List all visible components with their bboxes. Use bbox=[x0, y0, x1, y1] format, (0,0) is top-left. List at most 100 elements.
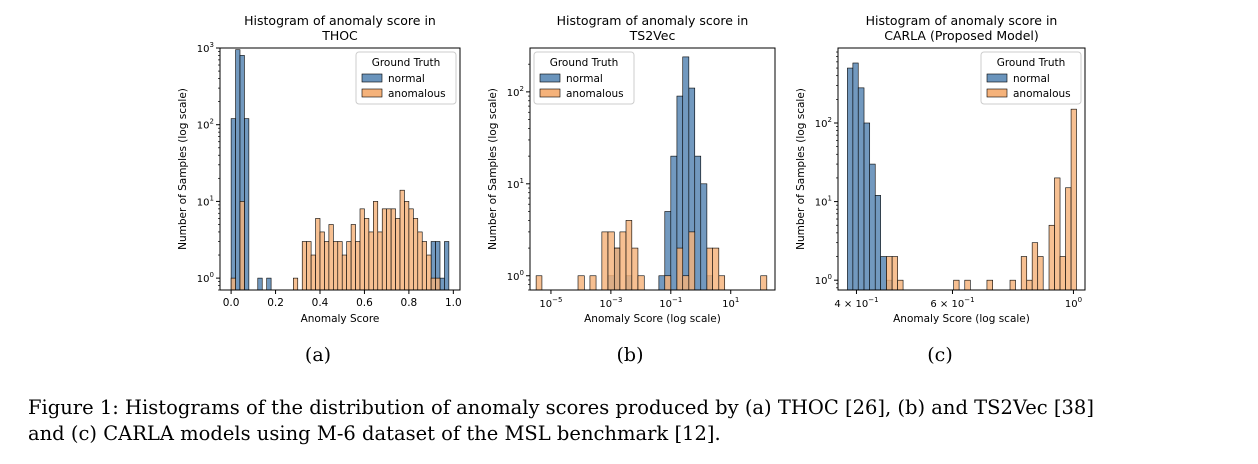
carla-bar-anomalous-5 bbox=[986, 279, 993, 291]
ts2vec-bar-normal-10 bbox=[700, 183, 708, 291]
thoc-bar-normal-9 bbox=[444, 241, 450, 291]
thoc-ytick-label-0: 100 bbox=[197, 271, 214, 285]
ts2vec-bar-anomalous-12 bbox=[682, 275, 690, 291]
carla-bar-anomalous-12 bbox=[1054, 177, 1061, 291]
thoc-axes-frame bbox=[219, 47, 461, 291]
thoc-bar-normal-5 bbox=[266, 277, 272, 291]
thoc-bar-anomalous-21 bbox=[381, 208, 387, 291]
ts2vec-bar-anomalous-13 bbox=[688, 231, 696, 291]
thoc-bar-normal-4 bbox=[257, 277, 263, 291]
ts2vec-legend-label-normal: normal bbox=[566, 73, 603, 85]
ts2vec-title-line-2: TS2Vec bbox=[629, 28, 676, 43]
ts2vec-bar-normal-3 bbox=[658, 275, 666, 291]
carla-xtick-label-2: 100 bbox=[1065, 296, 1082, 310]
thoc-xtick-label-4: 0.8 bbox=[401, 297, 418, 309]
thoc-bar-anomalous-19 bbox=[373, 201, 379, 291]
thoc-bar-anomalous-23 bbox=[390, 208, 396, 291]
thoc-bar-anomalous-17 bbox=[364, 218, 370, 291]
thoc-xtick-label-2: 0.4 bbox=[312, 297, 329, 309]
carla-bar-anomalous-7 bbox=[1020, 256, 1028, 291]
carla-bar-normal-0 bbox=[847, 67, 854, 291]
thoc-bar-anomalous-10 bbox=[333, 241, 339, 291]
thoc-bar-anomalous-11 bbox=[337, 241, 343, 291]
carla-bar-anomalous-11 bbox=[1048, 224, 1055, 291]
ts2vec-bar-anomalous-1 bbox=[577, 275, 585, 291]
thoc-bar-anomalous-31 bbox=[426, 254, 432, 291]
carla-bar-anomalous-10 bbox=[1037, 256, 1044, 291]
ts2vec-bar-anomalous-5 bbox=[613, 247, 621, 291]
ts2vec-xtick-label-0: 10−5 bbox=[539, 296, 562, 310]
ts2vec-ytick-label-0: 100 bbox=[507, 269, 524, 283]
thoc-bar-normal-1 bbox=[235, 49, 241, 291]
carla-bar-anomalous-15 bbox=[1070, 108, 1077, 291]
carla-bar-anomalous-13 bbox=[1059, 256, 1066, 291]
carla-title-line-2: CARLA (Proposed Model) bbox=[884, 28, 1039, 43]
thoc-xlabel: Anomaly Score bbox=[301, 313, 380, 325]
carla-axes-frame bbox=[837, 47, 1086, 291]
carla-bar-normal-2 bbox=[857, 87, 865, 291]
carla-bar-normal-1 bbox=[852, 62, 859, 291]
carla-legend-label-normal: normal bbox=[1013, 73, 1050, 85]
carla-legend-title: Ground Truth bbox=[997, 57, 1066, 69]
subfigure-label-b: (b) bbox=[616, 344, 644, 366]
ts2vec-bar-anomalous-14 bbox=[706, 247, 713, 291]
ts2vec-bar-anomalous-8 bbox=[631, 247, 639, 291]
thoc-bar-anomalous-33 bbox=[435, 277, 441, 291]
thoc-bar-normal-3 bbox=[244, 118, 250, 291]
carla-bar-anomalous-1 bbox=[891, 256, 898, 291]
ts2vec-bar-anomalous-9 bbox=[637, 275, 645, 291]
ts2vec-legend-label-anomalous: anomalous bbox=[566, 88, 624, 100]
subfigure-label-c: (c) bbox=[927, 344, 953, 366]
caption-line-2: and (c) CARLA models using M-6 dataset o… bbox=[28, 422, 721, 445]
thoc-bar-anomalous-12 bbox=[341, 254, 347, 291]
thoc-bar-anomalous-7 bbox=[319, 231, 325, 291]
ts2vec-bar-anomalous-16 bbox=[718, 275, 726, 291]
thoc-ylabel: Number of Samples (log scale) bbox=[177, 88, 189, 250]
thoc-bar-anomalous-24 bbox=[395, 218, 401, 291]
carla-bar-anomalous-9 bbox=[1031, 242, 1039, 291]
carla-ytick-label-2: 102 bbox=[815, 116, 832, 130]
thoc-bar-anomalous-5 bbox=[310, 254, 316, 291]
thoc-ytick-label-3: 103 bbox=[197, 41, 214, 55]
ts2vec-legend-title: Ground Truth bbox=[550, 57, 619, 69]
ts2vec-bar-anomalous-15 bbox=[712, 247, 720, 291]
thoc-bar-anomalous-32 bbox=[430, 277, 436, 291]
carla-bar-anomalous-4 bbox=[964, 279, 971, 291]
carla-legend-label-anomalous: anomalous bbox=[1013, 88, 1071, 100]
thoc-bar-anomalous-20 bbox=[377, 231, 383, 291]
carla-ylabel: Number of Samples (log scale) bbox=[795, 88, 807, 250]
thoc-bar-anomalous-22 bbox=[386, 208, 392, 291]
carla-legend-swatch-normal bbox=[986, 73, 1008, 83]
thoc-xtick-label-0: 0.0 bbox=[223, 297, 240, 309]
thoc-bar-anomalous-28 bbox=[413, 218, 419, 291]
thoc-bar-normal-8 bbox=[439, 277, 445, 291]
carla-bar-anomalous-3 bbox=[953, 279, 960, 291]
ts2vec-bar-normal-7 bbox=[682, 56, 690, 291]
carla-bar-normal-4 bbox=[869, 163, 876, 291]
thoc-legend-title: Ground Truth bbox=[372, 57, 441, 69]
carla-bar-anomalous-6 bbox=[1009, 279, 1016, 291]
ts2vec-bar-anomalous-17 bbox=[760, 275, 768, 291]
thoc-bar-anomalous-0 bbox=[230, 277, 236, 291]
subfigure-label-a: (a) bbox=[304, 344, 332, 366]
thoc-bar-anomalous-6 bbox=[315, 218, 321, 291]
carla-bar-anomalous-8 bbox=[1026, 279, 1033, 291]
thoc-bar-anomalous-8 bbox=[324, 241, 330, 291]
thoc-bar-anomalous-30 bbox=[421, 241, 427, 291]
thoc-legend-swatch-normal bbox=[361, 73, 383, 83]
thoc-bar-anomalous-4 bbox=[306, 241, 312, 291]
caption-line-1: Figure 1: Histograms of the distribution… bbox=[28, 396, 1094, 419]
ts2vec-bar-normal-9 bbox=[694, 155, 702, 291]
thoc-bar-anomalous-18 bbox=[368, 231, 374, 291]
ts2vec-bar-anomalous-3 bbox=[601, 231, 609, 291]
thoc-bar-anomalous-25 bbox=[399, 189, 405, 291]
ts2vec-bar-anomalous-6 bbox=[619, 231, 627, 291]
thoc-bar-anomalous-2 bbox=[293, 277, 299, 291]
carla-legend-swatch-anomalous bbox=[986, 88, 1008, 98]
thoc-bar-normal-0 bbox=[230, 118, 236, 291]
ts2vec-axes-frame bbox=[529, 47, 776, 291]
ts2vec-bar-anomalous-4 bbox=[607, 231, 615, 291]
carla-bar-anomalous-2 bbox=[897, 279, 904, 291]
